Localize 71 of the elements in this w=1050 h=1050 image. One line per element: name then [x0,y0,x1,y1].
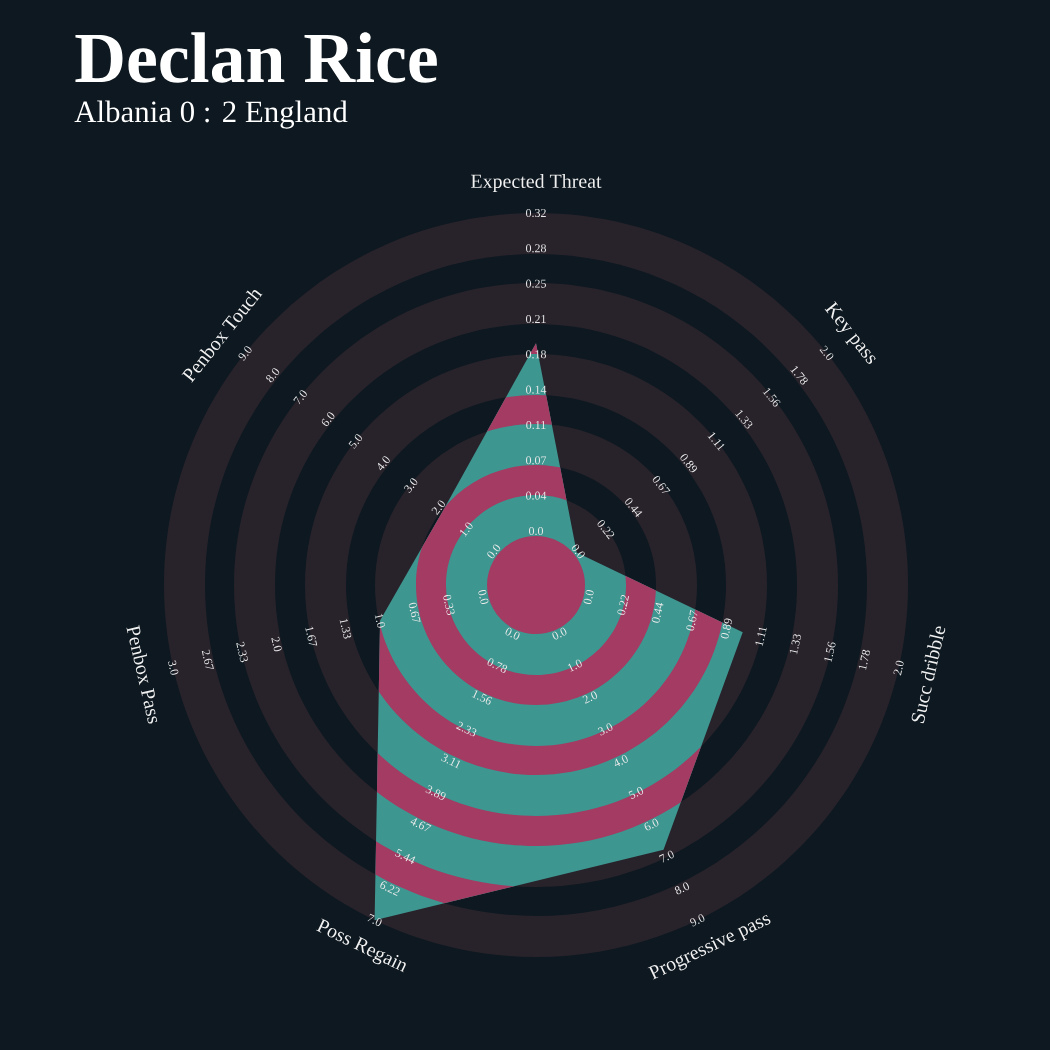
text: 0.25 [526,279,547,288]
text: 0.89 [680,453,698,473]
text: 2.33 [455,721,477,737]
text: 8.0 [266,368,280,383]
text: 4.67 [410,818,432,832]
text: 4.0 [614,755,628,767]
text: 1.0 [567,659,582,672]
chart-title: Declan Rice [75,32,437,83]
text: 3.0 [597,723,613,736]
text: 7.0 [293,390,307,405]
text: 0.0 [487,544,501,559]
text: 0.33 [443,594,455,616]
text: 1.78 [790,366,808,385]
text: 1.33 [735,410,753,429]
text: 0.67 [408,602,421,622]
text: 1.0 [374,613,386,628]
text: 0.0 [583,589,594,605]
text: 0.21 [526,314,546,324]
text: 0.28 [526,244,547,253]
text: 7.0 [659,850,674,863]
text: 1.0 [460,522,473,537]
text: 5.0 [348,434,363,449]
text: 5.0 [628,786,644,800]
text: 2.0 [271,636,282,652]
text: 1.56 [471,690,493,705]
text: 9.0 [690,914,705,927]
text: 0.22 [597,520,615,540]
text: 0.0 [505,627,520,640]
text: 1.56 [824,641,836,663]
text: 3.89 [425,785,446,800]
text: 0.78 [487,658,508,673]
text: 3.11 [440,753,461,769]
text: 2.0 [893,660,904,676]
text: 1.78 [858,649,870,670]
text: 3.0 [168,660,179,675]
chart-subtitle: Albania 0 : 2 England [74,100,348,129]
text: 0.67 [652,476,671,493]
text: 0.0 [571,544,585,559]
spoke-label: Expected Threat [471,173,602,193]
text: 0.07 [526,456,547,465]
text: 2.67 [201,649,214,669]
text: 6.22 [380,881,400,897]
text: 0.32 [526,208,546,218]
text: 1.11 [707,432,725,452]
text: 6.0 [321,412,335,426]
text: 5.44 [394,848,416,864]
text: 0.0 [478,589,489,605]
text: 1.33 [339,618,352,639]
text: 0.0 [552,627,567,640]
text: 6.0 [644,818,659,831]
text: 0.44 [651,602,664,623]
text: 1.11 [755,627,767,647]
text: 3.0 [403,478,418,493]
text: 4.0 [378,456,390,471]
text: 2.0 [819,345,834,360]
text: 1.56 [762,388,781,407]
text: 2.33 [236,641,248,663]
spoke-label: Succ dribble [911,626,946,724]
text: 0.67 [686,609,698,631]
text: 9.0 [238,346,252,361]
text: 0.0 [528,526,544,536]
text: 2.0 [582,691,598,704]
text: 0.44 [625,498,643,517]
text: 8.0 [674,882,690,895]
text: 2.0 [431,500,445,516]
text: 0.89 [720,618,732,639]
text: 1.67 [305,626,318,646]
text: 7.0 [367,913,382,926]
text: 0.22 [617,594,630,615]
spoke-label: Penbox Pass [126,624,158,724]
text: 1.33 [789,634,801,655]
